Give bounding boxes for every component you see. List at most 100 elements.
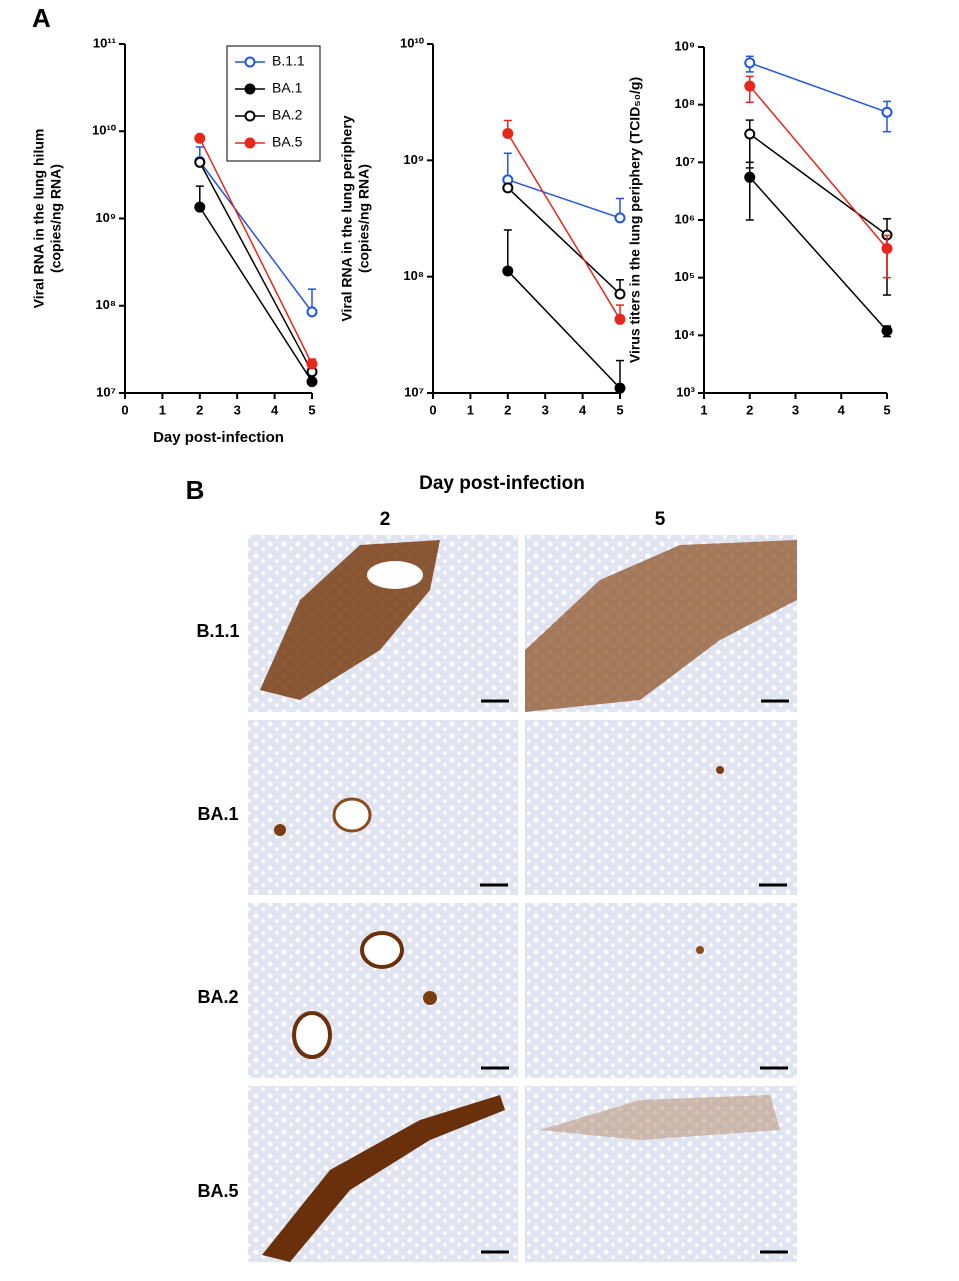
legend-marker — [244, 110, 256, 122]
row-label: BA.2 — [197, 987, 238, 1007]
histology-image — [248, 720, 518, 895]
row-label: BA.1 — [197, 804, 238, 824]
y-tick-label: 10⁵ — [674, 269, 695, 284]
data-point — [614, 382, 626, 394]
stain — [274, 824, 286, 836]
x-tick-label: 0 — [429, 402, 436, 417]
series-line — [199, 137, 313, 365]
data-point — [744, 57, 756, 69]
x-tick-label: 2 — [504, 402, 511, 417]
y-tick-label: 10¹⁰ — [92, 123, 117, 138]
x-tick-label: 2 — [746, 402, 753, 417]
data-point — [881, 106, 893, 118]
stain — [525, 540, 797, 712]
y-tick-label: 10⁹ — [95, 210, 116, 225]
y-tick-label: 10⁹ — [674, 38, 695, 53]
x-tick-label: 5 — [308, 402, 315, 417]
series-line — [749, 133, 888, 236]
panel-title: Day post-infection — [419, 473, 585, 494]
histology-image — [525, 903, 797, 1078]
data-point — [194, 201, 206, 213]
histology-image — [525, 720, 797, 895]
x-axis-label: Day post-infection — [153, 429, 284, 446]
legend-marker — [244, 83, 256, 95]
y-axis-label: Viral RNA in the lung hilum — [31, 129, 47, 309]
data-point — [744, 128, 756, 140]
column-label: 5 — [655, 509, 666, 530]
panel-label: B — [186, 475, 205, 505]
x-tick-label: 3 — [234, 402, 241, 417]
x-tick-label: 0 — [121, 402, 128, 417]
series-line — [507, 187, 621, 295]
stain — [696, 946, 704, 954]
x-tick-label: 5 — [616, 402, 623, 417]
series-line — [507, 270, 621, 389]
y-tick-label: 10⁶ — [675, 211, 695, 226]
legend-marker — [244, 137, 256, 149]
x-tick-label: 1 — [700, 402, 707, 417]
panel-label: A — [32, 3, 51, 33]
histology-image — [248, 903, 518, 1078]
series-line — [749, 62, 888, 113]
x-tick-label: 4 — [838, 402, 846, 417]
stain — [423, 991, 437, 1005]
data-point — [881, 243, 893, 255]
y-axis-label: Virus titers in the lung periphery (TCID… — [627, 77, 643, 363]
histology-images — [248, 535, 797, 1262]
y-tick-label: 10⁷ — [96, 384, 116, 399]
series-line — [507, 179, 621, 219]
y-tick-label: 10⁹ — [403, 152, 424, 167]
data-point — [744, 171, 756, 183]
series-line — [507, 133, 621, 320]
data-point — [306, 358, 318, 370]
y-tick-label: 10⁴ — [674, 327, 695, 342]
x-tick-label: 1 — [467, 402, 474, 417]
data-point — [502, 128, 514, 140]
data-point — [614, 313, 626, 325]
data-point — [194, 156, 206, 168]
x-tick-label: 2 — [196, 402, 203, 417]
column-label: 2 — [380, 509, 391, 530]
scale-bars — [480, 699, 789, 1254]
data-point — [614, 212, 626, 224]
series-line — [749, 85, 888, 250]
stain — [716, 766, 724, 774]
legend-marker — [244, 56, 256, 68]
y-tick-label: 10⁸ — [674, 96, 695, 111]
data-point — [502, 265, 514, 277]
y-tick-label: 10¹¹ — [93, 35, 116, 50]
airway — [360, 931, 404, 969]
y-tick-label: 10⁸ — [403, 268, 424, 283]
series-line — [199, 161, 313, 313]
airway — [292, 1011, 332, 1059]
x-tick-label: 3 — [542, 402, 549, 417]
series-line — [199, 162, 313, 373]
stain — [540, 1095, 780, 1140]
x-tick-label: 5 — [883, 402, 890, 417]
y-axis-label: Viral RNA in the lung periphery — [339, 115, 355, 321]
data-point — [194, 132, 206, 144]
y-tick-label: 10⁷ — [675, 154, 695, 169]
y-axis-label: (copies/ng RNA) — [48, 164, 64, 273]
y-tick-label: 10⁸ — [95, 297, 116, 312]
x-tick-label: 4 — [579, 402, 587, 417]
data-point — [502, 182, 514, 194]
data-point — [881, 325, 893, 337]
airway — [367, 561, 423, 589]
row-label: BA.5 — [197, 1181, 238, 1201]
data-point — [614, 288, 626, 300]
y-axis-label: (copies/ng RNA) — [356, 164, 372, 273]
x-tick-label: 4 — [271, 402, 279, 417]
legend-label: BA.2 — [272, 107, 303, 123]
legend-label: BA.1 — [272, 80, 303, 96]
y-tick-label: 10¹⁰ — [400, 35, 425, 50]
data-point — [744, 80, 756, 92]
series-line — [749, 176, 888, 332]
x-tick-label: 1 — [159, 402, 166, 417]
series-line — [199, 206, 313, 383]
y-tick-label: 10³ — [676, 384, 695, 399]
data-point — [306, 376, 318, 388]
x-tick-label: 3 — [792, 402, 799, 417]
y-tick-label: 10⁷ — [404, 384, 424, 399]
legend-label: BA.5 — [272, 134, 303, 150]
